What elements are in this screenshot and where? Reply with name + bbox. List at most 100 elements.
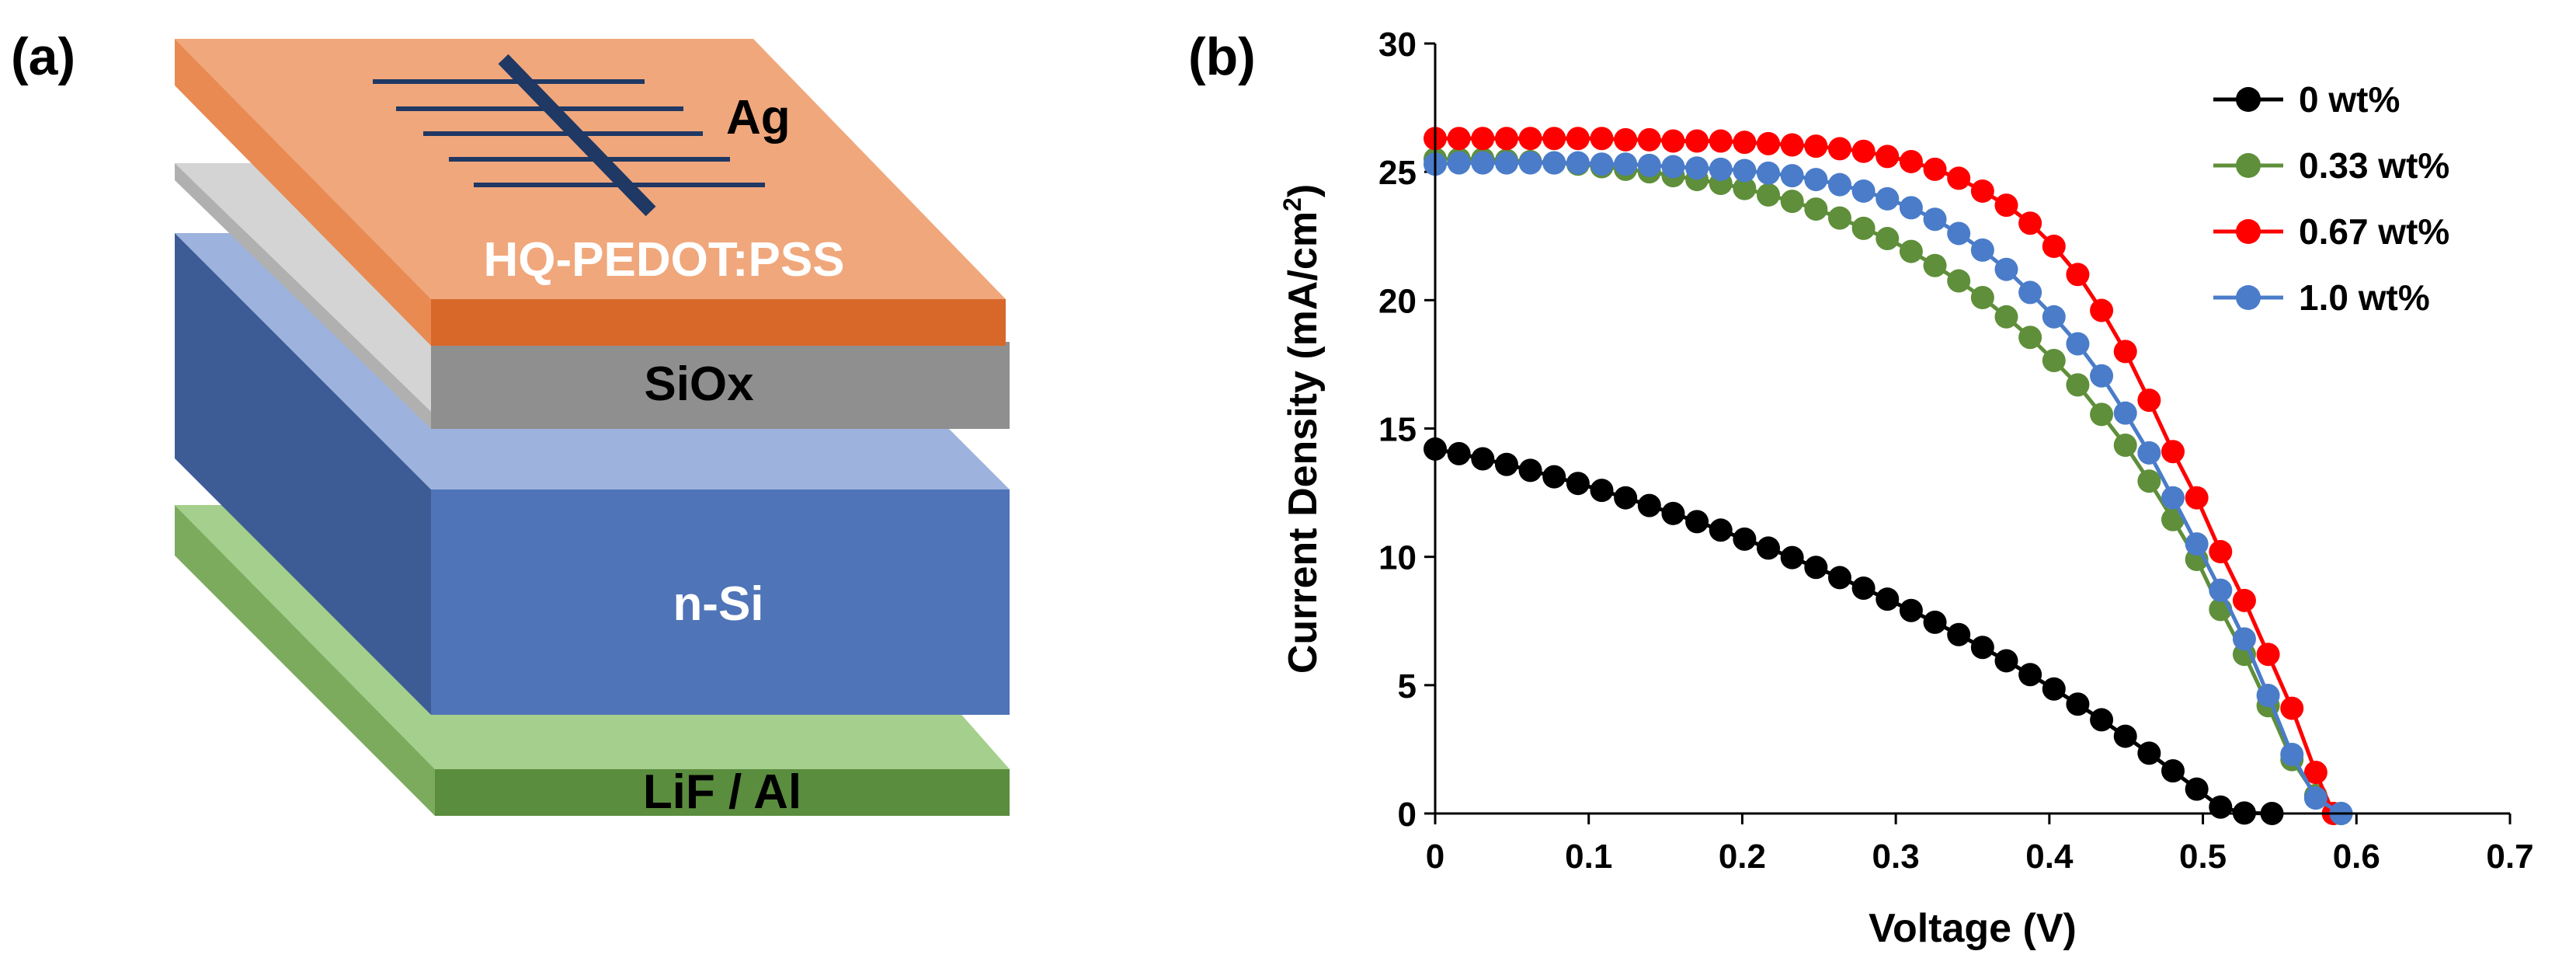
y-tick-label: 10 <box>1378 539 1417 577</box>
legend-label: 0 wt% <box>2299 79 2400 120</box>
series-0-67-wt <box>1424 127 2345 825</box>
data-point-1-0-wt <box>2232 627 2256 651</box>
data-point-1-0-wt <box>1494 151 1518 175</box>
layer-hq-pedot-pss-front <box>431 299 1006 346</box>
legend-item-1-0-wt: 1.0 wt% <box>2213 277 2430 318</box>
legend-label: 0.33 wt% <box>2299 145 2449 186</box>
jv-chart: 0 0.1 0.2 0.3 0.4 0.5 0.6 0.7 0 5 10 15 20 25 30 Volt… <box>1278 26 2534 951</box>
data-point-0-67-wt <box>2066 263 2090 287</box>
data-point-0-wt <box>1994 649 2018 673</box>
panel-a-label: (a) <box>11 27 75 86</box>
data-point-0-wt <box>2113 724 2137 748</box>
data-point-0-wt <box>1518 458 1542 482</box>
data-point-0-wt <box>1637 493 1661 517</box>
data-point-0-67-wt <box>1661 129 1685 153</box>
data-point-1-0-wt <box>2303 786 2327 810</box>
data-point-1-0-wt <box>1851 179 1876 203</box>
data-point-0-67-wt <box>2137 388 2161 413</box>
x-tick-labels: 0 0.1 0.2 0.3 0.4 0.5 0.6 0.7 <box>1426 813 2534 876</box>
y-tick-label: 25 <box>1378 154 1417 192</box>
data-point-0-67-wt <box>2185 486 2209 510</box>
data-point-0-67-wt <box>1637 127 1661 152</box>
data-point-0-wt <box>1709 518 1733 542</box>
data-point-0-wt <box>1876 587 1900 611</box>
x-tick-label: 0.1 <box>1565 838 1612 876</box>
data-point-1-0-wt <box>2209 578 2233 602</box>
data-point-0-33-wt <box>1851 216 1876 240</box>
y-axis-title-close: ) <box>1281 184 1326 197</box>
data-point-1-0-wt <box>2090 364 2114 388</box>
data-point-1-0-wt <box>1876 186 1900 211</box>
data-point-0-67-wt <box>1566 127 1590 151</box>
data-point-0-67-wt <box>1851 139 1876 163</box>
data-point-0-67-wt <box>2303 761 2327 785</box>
y-tick-label: 5 <box>1398 667 1417 705</box>
data-point-1-0-wt <box>1994 257 2018 281</box>
data-point-0-wt <box>2209 795 2233 819</box>
data-point-0-wt <box>1923 610 1947 634</box>
data-point-0-67-wt <box>1994 193 2018 218</box>
data-point-0-67-wt <box>2232 588 2256 612</box>
legend-swatch-marker <box>2236 87 2261 112</box>
x-axis-title: Voltage (V) <box>1869 906 2077 951</box>
data-point-0-33-wt <box>1780 190 1804 214</box>
data-point-0-67-wt <box>2113 340 2137 364</box>
layer-hq-pedot-pss-label: HQ-PEDOT:PSS <box>483 233 844 287</box>
data-point-0-wt <box>1733 527 1757 551</box>
data-point-0-33-wt <box>1876 227 1900 251</box>
layer-lif-al-side <box>175 505 435 816</box>
data-point-0-33-wt <box>2113 433 2137 457</box>
layer-siox-side <box>175 163 431 429</box>
ag-label: Ag <box>726 91 791 145</box>
data-point-1-0-wt <box>1518 151 1542 175</box>
data-point-1-0-wt <box>1661 155 1685 179</box>
data-point-0-67-wt <box>1709 129 1733 153</box>
data-point-1-0-wt <box>1804 168 1828 192</box>
data-point-0-33-wt <box>1899 239 1923 263</box>
data-point-0-67-wt <box>2090 298 2114 322</box>
data-point-0-wt <box>1780 545 1804 570</box>
data-point-1-0-wt <box>1733 159 1757 183</box>
data-point-0-wt <box>1827 566 1851 590</box>
data-point-1-0-wt <box>1447 151 1471 175</box>
data-point-0-wt <box>1494 452 1518 476</box>
data-point-0-wt <box>1661 501 1685 525</box>
data-point-0-wt <box>2185 777 2209 801</box>
data-point-0-33-wt <box>1757 183 1781 207</box>
data-point-0-wt <box>1757 536 1781 560</box>
data-point-0-wt <box>1851 576 1876 600</box>
layer-n-si-side <box>175 233 431 715</box>
legend-swatch-marker <box>2236 285 2261 310</box>
ag-busbar-line <box>498 54 656 217</box>
data-point-0-67-wt <box>1827 137 1851 161</box>
data-point-1-0-wt <box>2280 743 2304 767</box>
data-point-0-wt <box>2018 663 2042 687</box>
legend-label: 0.67 wt% <box>2299 211 2449 252</box>
series-layer <box>1424 127 2353 825</box>
layer-lif-al-label: LiF / Al <box>643 765 801 819</box>
data-point-0-33-wt <box>2137 469 2161 493</box>
y-axis-title-superscript: 2 <box>1278 197 1306 211</box>
y-tick-label: 0 <box>1398 796 1417 834</box>
series-0-wt <box>1424 437 2284 825</box>
data-point-0-wt <box>1685 510 1709 534</box>
data-point-1-0-wt <box>1471 151 1495 175</box>
data-point-1-0-wt <box>1709 157 1733 181</box>
y-axis-title-main: Current Density (mA/cm <box>1281 211 1326 674</box>
y-tick-label: 30 <box>1378 26 1417 64</box>
data-point-0-67-wt <box>1494 127 1518 151</box>
y-tick-labels: 0 5 10 15 20 25 30 <box>1378 26 1435 834</box>
data-point-0-67-wt <box>1733 131 1757 155</box>
layer-lif-al-front <box>435 769 1010 816</box>
data-point-0-67-wt <box>1780 133 1804 157</box>
y-tick-label: 20 <box>1378 282 1417 320</box>
data-point-1-0-wt <box>1899 196 1923 220</box>
x-tick-label: 0.5 <box>2179 838 2227 876</box>
data-point-0-wt <box>1970 636 1994 660</box>
data-point-0-67-wt <box>1542 127 1566 151</box>
x-tick-label: 0.7 <box>2486 838 2533 876</box>
x-tick-label: 0.6 <box>2333 838 2380 876</box>
data-point-0-wt <box>1804 556 1828 580</box>
data-point-1-0-wt <box>1970 238 1994 262</box>
data-point-1-0-wt <box>1923 207 1947 232</box>
